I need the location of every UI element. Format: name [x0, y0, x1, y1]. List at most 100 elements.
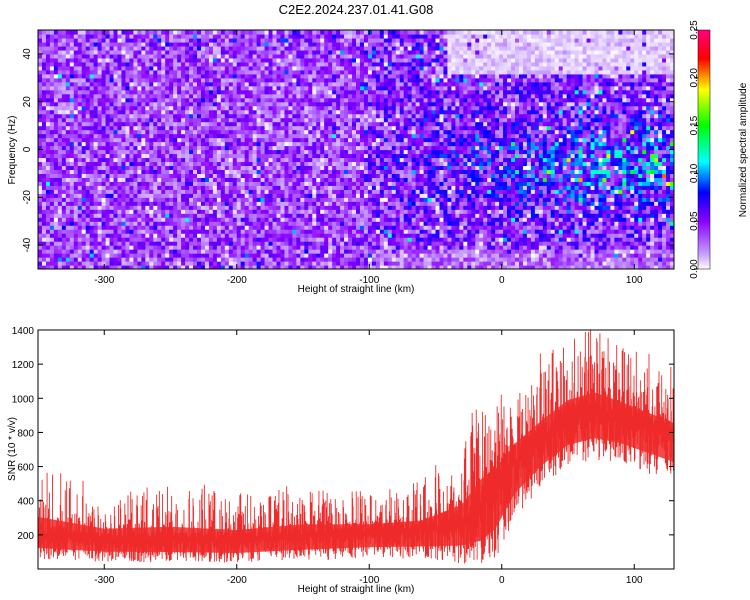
spectrogram-cell: [49, 61, 55, 67]
spectrogram-cell: [300, 65, 305, 71]
spectrogram-cell: [181, 33, 186, 39]
spectrogram-cell: [292, 197, 297, 202]
spectrogram-cell: [173, 113, 178, 119]
spectrogram-cell: [197, 37, 202, 43]
spectrogram-cell: [133, 221, 138, 226]
spectrogram-cell: [38, 161, 43, 167]
spectrogram-cell: [240, 189, 246, 194]
spectrogram-cell: [328, 89, 333, 95]
spectrogram-cell: [93, 149, 99, 155]
spectrogram-cell: [284, 233, 290, 238]
spectrogram-cell: [177, 53, 182, 59]
spectrogram-cell: [228, 213, 234, 218]
spectrogram-cell: [363, 101, 369, 107]
spectrogram-cell: [165, 193, 170, 198]
spectrogram-cell: [272, 93, 278, 99]
spectrogram-cell: [185, 161, 190, 167]
spectrogram-cell: [133, 233, 138, 238]
spectrogram-cell: [153, 81, 158, 87]
spectrogram-cell: [169, 105, 174, 111]
spectrogram-cell: [300, 153, 305, 159]
spectrogram-cell: [69, 173, 75, 178]
spectrogram-cell: [256, 89, 262, 95]
spectrogram-cell: [240, 185, 246, 190]
spectrogram-cell: [173, 229, 178, 234]
spectrogram-cell: [268, 153, 274, 159]
spectrogram-cell: [197, 81, 202, 87]
spectrogram-cell: [316, 217, 321, 222]
spectrogram-cell: [169, 209, 174, 214]
spectrogram-cell: [165, 261, 170, 266]
spectrogram-cell: [45, 193, 51, 198]
spectrogram-cell: [145, 217, 150, 222]
spectrogram-cell: [232, 33, 238, 39]
spectrogram-cell: [288, 225, 294, 230]
spectrogram-cell: [220, 173, 226, 178]
spectrogram-cell: [161, 153, 166, 159]
spectrogram-cell: [272, 209, 278, 214]
spectrogram-cell: [336, 129, 341, 135]
spectrogram-cell: [248, 229, 254, 234]
spectrogram-cell: [157, 265, 162, 269]
spectrogram-cell: [284, 33, 290, 39]
spectrogram-cell: [316, 257, 321, 262]
spectrogram-cell: [137, 217, 142, 222]
spectrogram-cell: [173, 93, 178, 99]
spectrogram-cell: [296, 129, 301, 135]
spectrogram-cell: [276, 30, 282, 35]
spectrogram-cell: [157, 97, 162, 103]
spectrogram-cell: [161, 205, 166, 210]
spectrogram-cell: [153, 205, 158, 210]
spectrogram-cell: [97, 177, 103, 182]
spectrogram-cell: [352, 81, 357, 87]
spectrogram-cell: [57, 169, 63, 174]
spectrogram-cell: [352, 129, 357, 135]
spectrogram-cell: [240, 169, 246, 174]
spectrogram-cell: [53, 249, 59, 254]
spectrogram-cell: [228, 201, 234, 206]
spectrogram-cell: [324, 97, 329, 103]
spectrogram-cell: [256, 237, 262, 242]
spectrogram-cell: [236, 193, 242, 198]
spectrogram-cell: [137, 37, 142, 43]
spectrogram-cell: [316, 53, 321, 59]
spectrogram-cell: [356, 137, 361, 143]
spectrogram-cell: [137, 181, 142, 186]
spectrogram-cell: [268, 193, 274, 198]
spectrogram-cell: [228, 237, 234, 242]
spectrogram-cell: [336, 141, 341, 147]
spectrogram-cell: [212, 265, 218, 269]
spectrogram-cell: [288, 93, 294, 99]
spectrogram-cell: [359, 253, 365, 258]
spectrogram-cell: [89, 169, 95, 174]
spectrogram-cell: [328, 253, 333, 258]
spectrogram-cell: [236, 49, 242, 55]
spectrogram-cell: [105, 173, 111, 178]
spectrogram-cell: [224, 85, 230, 91]
spectrogram-cell: [359, 77, 365, 83]
spectrogram-cell: [236, 221, 242, 226]
spectrogram-cell: [57, 193, 63, 198]
spectrogram-cell: [101, 157, 107, 163]
spectrogram-cell: [93, 249, 99, 254]
spectrogram-cell: [244, 145, 250, 151]
spectrogram-cell: [161, 237, 166, 242]
spectrogram-cell: [276, 77, 282, 83]
spectrogram-cell: [69, 53, 75, 59]
spectrogram-cell: [125, 249, 131, 254]
spectrogram-cell: [53, 177, 59, 182]
spectrogram-cell: [149, 249, 154, 254]
spectrogram-cell: [49, 133, 55, 139]
spectrogram-cell: [73, 93, 79, 99]
spectrogram-cell: [109, 117, 115, 123]
spectrogram-cell: [145, 265, 150, 269]
spectrogram-cell: [117, 257, 123, 262]
spectrogram-cell: [173, 213, 178, 218]
spectrogram-cell: [169, 77, 174, 83]
spectrogram-cell: [236, 253, 242, 258]
spectrogram-cell: [304, 157, 309, 163]
spectrogram-cell: [288, 177, 294, 182]
spectrogram-cell: [280, 177, 286, 182]
spectrogram-cell: [141, 109, 146, 115]
spectrogram-cell: [193, 73, 198, 79]
